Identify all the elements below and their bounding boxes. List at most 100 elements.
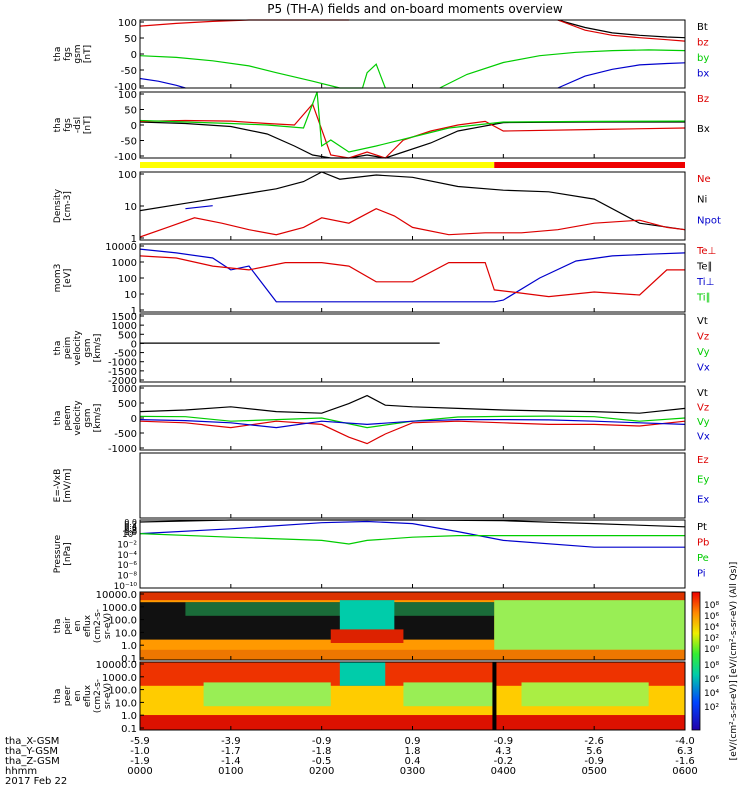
series-temp-Ti xyxy=(139,248,686,303)
legend-temp: Ti⊥ xyxy=(696,277,714,288)
date-label: 2017 Feb 22 xyxy=(5,776,67,787)
ytick-fgs: 100 xyxy=(118,18,137,29)
legend-pressure: Pb xyxy=(697,538,709,549)
ytick-peim: 1500 xyxy=(112,312,137,323)
panel-peir-spec: 10000.0 1000.0 100.010.0 1.0 0.1 tha peir en efl… xyxy=(53,590,686,665)
ytick-peim: -2000 xyxy=(108,376,137,387)
ephem-value: -1.6 xyxy=(675,756,695,767)
legend-temp: Te∥ xyxy=(696,262,713,273)
ylabel-peem: gsm xyxy=(83,408,93,427)
ephem-value: -1.7 xyxy=(221,746,241,757)
legend-fgs: Bt xyxy=(697,22,708,33)
ytick-peir-spec: 100.0 xyxy=(108,616,137,627)
ylabel-peer-spec: sr-eV) xyxy=(103,683,113,709)
panel-fgs-dsl: 100 50 0 -50 -100 tha fgs -dsl [nT] Bz Bx xyxy=(53,90,710,163)
series-temp-Te xyxy=(139,255,685,298)
legend-fgs: bx xyxy=(697,69,709,80)
colorbar-tick: 10⁰ xyxy=(704,645,719,655)
ephem-value: -1.8 xyxy=(312,746,332,757)
series-density-Npot xyxy=(185,205,213,210)
colorbar-tick: 10⁸ xyxy=(704,661,719,671)
ephem-value: -1.9 xyxy=(130,756,150,767)
frame-pressure xyxy=(139,519,686,589)
series-density-Ne xyxy=(139,208,686,238)
ytick-pressure: 10⁻⁴ xyxy=(117,551,137,561)
ytick-peer-spec: 1.0 xyxy=(121,711,137,722)
panel-temp: 10000 1000 100 10 1 mom3 [eV] Te⊥ Te∥ Ti⊥ Ti∥ xyxy=(53,242,716,317)
ytick-peer-spec: 0.1 xyxy=(121,724,137,735)
mode-bar xyxy=(140,162,685,168)
legend-peim: Vy xyxy=(697,347,710,358)
ytick-pressure: 0.8 xyxy=(124,526,137,535)
ylabel-fgs-dsl: fgs xyxy=(63,118,73,132)
colorbar-tick: 10⁸ xyxy=(704,601,719,611)
ylabel-peer-spec: eflux xyxy=(83,684,93,707)
ytick-fgs: -50 xyxy=(121,66,137,77)
series-fgs-bx2 xyxy=(557,62,686,89)
ylabel-peim: velocity xyxy=(73,330,83,366)
time-tick: 0300 xyxy=(400,766,425,777)
chart-title: P5 (TH-A) fields and on-board moments ov… xyxy=(267,2,563,16)
series-pressure-Pe xyxy=(139,533,685,545)
panel-peer-spec: 10000.0 1000.0 100.010.0 1.0 0.1 tha peer en efl… xyxy=(53,660,686,735)
ytick-fgs: 0 xyxy=(131,50,137,61)
colorbar-rect xyxy=(691,591,701,731)
legend-efield: Ey xyxy=(697,475,709,486)
ytick-peem: -1000 xyxy=(108,444,137,455)
ytick-pressure: 0.4 xyxy=(124,522,137,531)
colorbar-tick: 10⁶ xyxy=(704,675,719,685)
ytick-temp: 1000 xyxy=(112,258,137,269)
ytick-pressure: 10⁰ xyxy=(122,530,137,540)
ylabel-peer-spec: (cm2-s- xyxy=(93,679,103,713)
series-fgs-dsl-bz xyxy=(139,102,686,159)
series-fgs-dsl-by xyxy=(139,91,686,153)
ytick-peim: 500 xyxy=(118,330,137,341)
ephem-value: -3.9 xyxy=(221,736,241,747)
time-tick: 0600 xyxy=(672,766,697,777)
panel-efield: E=-VxB [mV/m] Ez Ey Ex xyxy=(53,452,709,519)
ylabel-peer-spec: en xyxy=(73,690,83,701)
ephem-value: -0.5 xyxy=(312,756,332,767)
ytick-temp: 10000 xyxy=(105,242,137,253)
frame-density xyxy=(139,171,686,241)
ephem-value: -0.2 xyxy=(494,756,514,767)
colorbar-tick: 10⁴ xyxy=(704,689,719,699)
spec-band-red xyxy=(330,629,404,643)
spec-band-cyan xyxy=(339,662,386,686)
ylabel-peim: tha xyxy=(53,341,63,356)
legend-peem: Vt xyxy=(697,388,708,399)
time-tick: 0400 xyxy=(491,766,516,777)
ylabel-fgs-dsl: tha xyxy=(53,118,63,133)
ytick-fgs-dsl: -50 xyxy=(121,137,137,148)
ylabel-peir-spec: sr-eV) xyxy=(103,613,113,639)
ylabel-fgs: tha xyxy=(53,47,63,62)
ephem-value: -2.6 xyxy=(584,736,604,747)
panel-peem: 1000 500 0 -500 -1000 tha peem velocity gsm [km/s… xyxy=(53,384,710,455)
ytick-fgs: -100 xyxy=(114,82,137,93)
legend-density: Npot xyxy=(697,215,721,226)
legend-pressure: Pe xyxy=(697,553,709,564)
ytick-peem: 1000 xyxy=(112,384,137,395)
ytick-peer-spec: 1000.0 xyxy=(102,673,137,684)
ephem-label: hhmm xyxy=(5,766,37,777)
ylabel-peem: [km/s] xyxy=(93,404,103,433)
mode-bar-segment xyxy=(494,162,685,168)
ephemeris-table: tha_X-GSM -5.9 -3.9 -0.9 0.9 -0.9 -2.6 -4.0 tha_… xyxy=(5,736,698,787)
mode-bar-segment xyxy=(140,162,495,168)
panel-density: 100 10 1 Density [cm-3] Ne Ni Npot xyxy=(53,170,721,245)
ytick-pressure: 1.0 xyxy=(124,528,137,537)
ephem-value: 5.6 xyxy=(586,746,602,757)
ytick-fgs-dsl: 0 xyxy=(131,121,137,132)
ephem-value: 6.3 xyxy=(677,746,693,757)
spec-gap xyxy=(492,662,497,730)
series-density-Ni xyxy=(139,171,686,231)
ylabel-density: Density xyxy=(53,188,63,223)
legend-peim: Vx xyxy=(697,363,710,374)
ephem-value: -0.9 xyxy=(584,756,604,767)
ytick-peim: -1500 xyxy=(108,367,137,378)
legend-fgs-dsl: Bx xyxy=(697,124,710,135)
ylabel-peem: tha xyxy=(53,411,63,426)
ephem-value: -0.9 xyxy=(312,736,332,747)
ytick-fgs: 50 xyxy=(124,34,137,45)
panel-fgs: 100 50 0 -50 -100 tha fgs gsm [nT] Bt bz by bx xyxy=(53,18,709,93)
